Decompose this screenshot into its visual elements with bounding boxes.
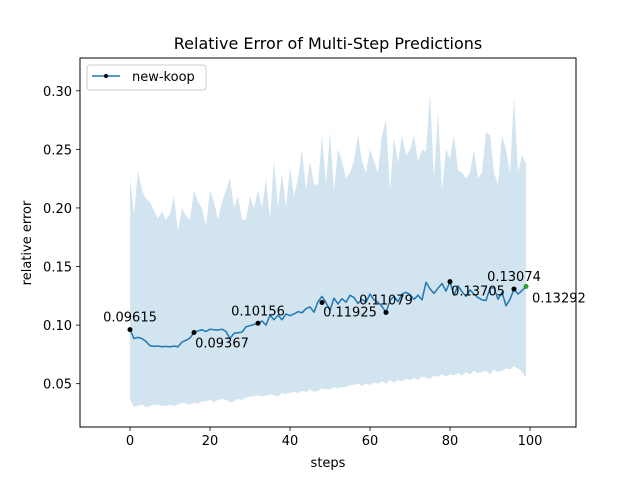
data-marker-step-0: [127, 327, 133, 333]
data-label-step-16: 0.09367: [195, 337, 249, 352]
x-tick-label-80: 80: [442, 434, 459, 449]
y-tick-label-0.05: 0.05: [43, 378, 72, 393]
data-marker-step-32: [255, 320, 261, 326]
data-marker-step-48: [319, 300, 325, 306]
x-tick-label-100: 100: [518, 434, 543, 449]
data-marker-step-16: [191, 330, 197, 336]
x-tick-label-0: 0: [126, 434, 134, 449]
data-label-step-48: 0.11925: [323, 306, 377, 321]
data-label-step-64: 0.11079: [359, 293, 413, 308]
data-marker-step-80: [447, 279, 453, 285]
data-label-step-0: 0.09615: [103, 311, 157, 326]
legend: new-koop: [86, 64, 207, 91]
x-tick-label-60: 60: [362, 434, 379, 449]
error-band: [130, 93, 526, 408]
data-marker-step-96: [511, 286, 517, 292]
y-tick-label-0.10: 0.10: [43, 319, 72, 334]
y-tick-label-0.20: 0.20: [43, 202, 72, 217]
x-axis-label: steps: [311, 456, 346, 471]
y-tick-label-0.30: 0.30: [43, 85, 72, 100]
legend-box: [86, 64, 207, 91]
y-tick-label-0.15: 0.15: [43, 261, 72, 276]
x-tick-label-40: 40: [282, 434, 299, 449]
data-marker-step-99: [523, 284, 529, 290]
data-label-step-80: 0.13705: [451, 285, 505, 300]
data-marker-step-64: [383, 309, 389, 315]
x-axis: 0 20 40 60 80 100: [126, 427, 543, 449]
y-axis: 0.05 0.10 0.15 0.20 0.25 0.30: [43, 85, 80, 393]
legend-label-new-koop: new-koop: [132, 70, 195, 85]
y-tick-label-0.25: 0.25: [43, 143, 72, 158]
y-axis-label: relative error: [20, 200, 35, 285]
x-tick-label-20: 20: [202, 434, 219, 449]
data-label-step-32: 0.10156: [231, 304, 285, 319]
data-label-step-96: 0.13074: [487, 270, 541, 285]
plot-frame: [79, 57, 577, 428]
legend-marker-swatch: [104, 74, 108, 78]
chart-title: Relative Error of Multi-Step Predictions: [174, 34, 482, 53]
data-label-step-99: 0.13292: [532, 292, 586, 307]
